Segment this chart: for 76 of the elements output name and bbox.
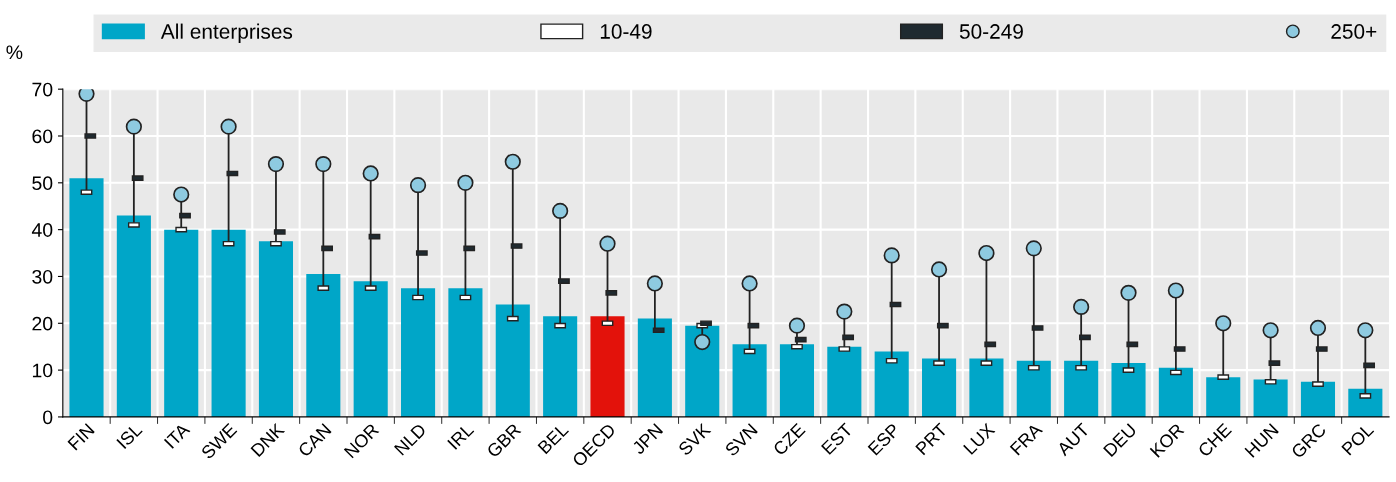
y-tick-label: 50 (32, 176, 53, 191)
bar (1158, 367, 1193, 417)
point (1073, 298, 1090, 316)
bar (827, 346, 862, 417)
point (1025, 240, 1042, 257)
point (1167, 282, 1184, 299)
point (173, 186, 190, 203)
point (315, 155, 332, 173)
x-tick-label: ITA (163, 422, 191, 449)
y-tick-label: 30 (32, 269, 53, 284)
point (1215, 315, 1232, 332)
point (125, 118, 142, 135)
legend-label: 250+ (1331, 24, 1377, 39)
bar (1206, 377, 1241, 417)
bar (1253, 379, 1288, 417)
y-axis-title: % (6, 45, 23, 60)
point (267, 155, 285, 173)
y-tick-label: 20 (32, 316, 53, 331)
bar (495, 304, 530, 417)
bar (732, 344, 767, 417)
bar (353, 281, 388, 417)
point (599, 235, 616, 252)
y-tick-label: 10 (32, 363, 53, 378)
point (788, 317, 806, 334)
bar (969, 358, 1004, 417)
bar (1111, 363, 1146, 417)
bar (590, 316, 625, 417)
bar (258, 241, 294, 417)
bar (922, 358, 957, 417)
x-tick-label: FRA (1009, 422, 1044, 456)
x-tick-label: POL (1341, 422, 1375, 456)
bar (69, 178, 104, 417)
point (930, 261, 948, 278)
bar (306, 274, 341, 417)
point (1120, 284, 1137, 301)
y-tick-label: 40 (31, 223, 53, 237)
bar (1064, 360, 1099, 417)
point (220, 118, 237, 135)
point (409, 177, 427, 194)
point (504, 153, 521, 170)
x-tick-label: BEL (537, 422, 569, 455)
point (362, 165, 379, 182)
legend-label: 10-49 (600, 24, 652, 39)
legend-label: All enterprises (160, 23, 293, 43)
bar (1300, 381, 1336, 417)
point (883, 247, 900, 264)
bar (637, 318, 672, 417)
x-tick-label: FIN (67, 423, 95, 451)
y-tick-label: 70 (32, 82, 53, 97)
bar (116, 215, 151, 417)
bar (1348, 388, 1383, 417)
point (694, 333, 711, 351)
bar (685, 325, 720, 417)
bar (779, 344, 815, 417)
point (78, 89, 95, 102)
bar (211, 229, 246, 417)
x-tick-label: ISL (116, 422, 143, 450)
bar (874, 351, 909, 417)
x-tick-label: IRL (447, 422, 475, 450)
point (1309, 319, 1327, 337)
legend-label: 50-249 (959, 24, 1023, 39)
point (552, 202, 569, 220)
bar (543, 316, 578, 417)
point (1357, 322, 1374, 339)
bar (1016, 360, 1051, 417)
point (646, 275, 663, 292)
point (1262, 322, 1279, 339)
bar (164, 229, 199, 417)
y-tick-label: 0 (43, 410, 53, 425)
y-tick-label: 60 (32, 129, 53, 144)
point (741, 275, 758, 292)
point (978, 244, 995, 262)
bar (401, 288, 436, 417)
bar (448, 288, 483, 417)
point (457, 174, 474, 191)
point (836, 303, 853, 320)
